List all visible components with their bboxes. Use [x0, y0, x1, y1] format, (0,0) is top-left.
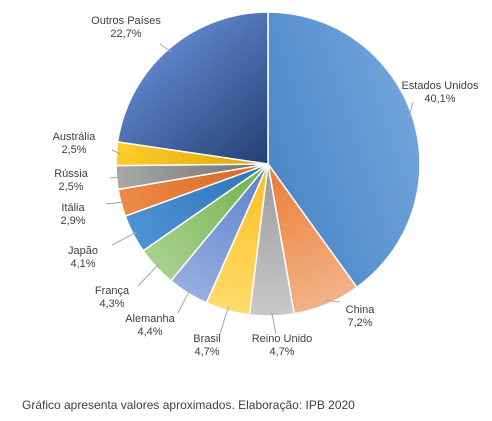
slice-value-italia: 2,9% — [60, 215, 85, 227]
leader-line-china — [325, 299, 341, 303]
slice-value-australia: 2,5% — [61, 144, 86, 156]
leader-line-alemanha — [177, 289, 191, 314]
slice-name-brasil: Brasil — [193, 333, 221, 345]
chart-caption: Gráfico apresenta valores aproximados. E… — [22, 398, 355, 412]
leader-line-italia — [105, 201, 125, 205]
slice-name-reino-unido: Reino Unido — [252, 333, 313, 345]
slice-value-outros-paises: 22,7% — [110, 28, 141, 40]
slice-value-china: 7,2% — [347, 317, 372, 329]
leader-line-reino-unido — [271, 311, 277, 335]
leader-line-estados-unidos — [408, 101, 414, 119]
slice-name-russia: Rússia — [54, 168, 89, 180]
slice-name-outros-paises: Outros Países — [91, 15, 161, 27]
slice-value-estados-unidos: 40,1% — [424, 93, 455, 105]
leader-line-russia — [109, 176, 121, 179]
leader-line-brasil — [219, 306, 229, 335]
pie-slices — [115, 11, 421, 317]
pie-slice-outros-paises — [116, 11, 269, 165]
slice-name-franca: França — [95, 285, 130, 297]
slice-name-italia: Itália — [61, 202, 85, 214]
slice-value-russia: 2,5% — [58, 181, 83, 193]
slice-value-franca: 4,3% — [99, 298, 124, 310]
slice-value-alemanha: 4,4% — [137, 326, 162, 338]
slice-name-australia: Austrália — [53, 131, 97, 143]
slice-name-estados-unidos: Estados Unidos — [401, 80, 479, 92]
slice-value-japao: 4,1% — [70, 258, 95, 270]
pie-slice-estados-unidos — [267, 11, 421, 289]
slice-value-reino-unido: 4,7% — [269, 346, 294, 358]
slice-value-brasil: 4,7% — [194, 346, 219, 358]
leader-line-japao — [111, 231, 137, 246]
leader-line-outros-paises — [159, 43, 172, 53]
leader-line-franca — [137, 263, 160, 287]
slice-name-china: China — [346, 304, 376, 316]
slice-name-japao: Japão — [68, 245, 98, 257]
leader-line-australia — [111, 149, 121, 155]
leader-lines — [105, 43, 414, 335]
slice-name-alemanha: Alemanha — [125, 313, 175, 325]
